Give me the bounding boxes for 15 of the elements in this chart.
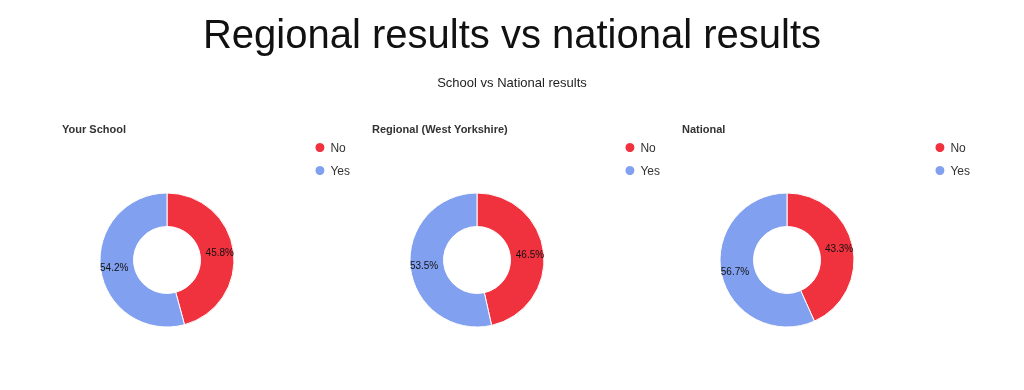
chart-title: National [682,122,726,135]
text: Regional results vs national results [201,11,823,57]
chart-title: Regional (West Yorkshire) [372,122,509,135]
data-label: 56.7% [720,265,750,277]
data-label: 54.2% [100,261,129,273]
legend-label: Yes [950,163,970,178]
legend-label: Yes [330,163,350,178]
text: School vs National results [436,75,588,90]
legend-label: Yes [640,163,660,178]
legend-label: No [330,140,347,155]
legend-label: No [640,140,657,155]
chart-title: Your School [62,122,126,135]
data-label: 53.5% [409,260,439,272]
legend-label: No [950,140,967,155]
data-label: 43.3% [824,243,854,255]
